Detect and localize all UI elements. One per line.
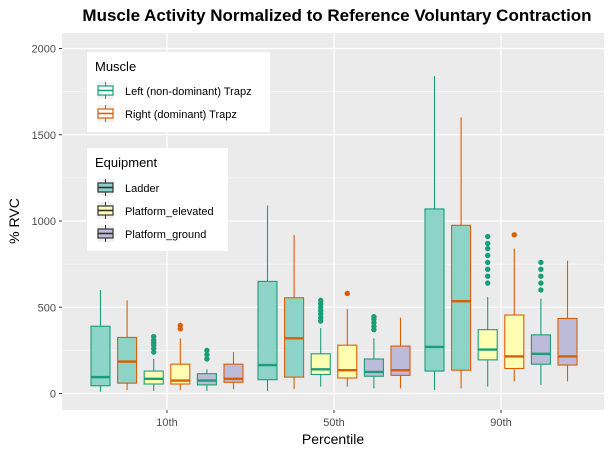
outlier-point — [538, 259, 544, 266]
legend-equipment-label: Platform_elevated — [125, 206, 214, 218]
outlier-point — [538, 266, 544, 272]
outlier-point — [485, 252, 491, 259]
legend-equipment-title: Equipment — [95, 155, 158, 170]
outlier-point — [344, 290, 350, 297]
outlier-point — [485, 266, 491, 272]
box-10th-Platform_elevated-Left — [143, 333, 164, 391]
outlier-point — [538, 273, 544, 279]
outlier-point — [204, 347, 210, 354]
iqr-box — [90, 325, 111, 387]
iqr-box — [170, 363, 191, 385]
box-50th-Platform_ground-Right — [390, 317, 411, 389]
chart-title: Muscle Activity Normalized to Reference … — [82, 6, 591, 25]
iqr-box — [504, 314, 525, 370]
x-tick-label: 90th — [490, 417, 511, 429]
iqr-box — [196, 373, 217, 386]
iqr-box — [530, 334, 551, 365]
box-90th-Platform_elevated-Right — [504, 232, 525, 382]
outlier-point — [371, 314, 377, 320]
outlier-point — [177, 322, 183, 329]
iqr-box — [477, 329, 498, 361]
box-90th-Ladder-Left — [424, 76, 445, 391]
iqr-box — [557, 317, 578, 366]
outlier-point — [204, 351, 210, 358]
legend-muscle-title: Muscle — [95, 59, 136, 74]
box-90th-Ladder-Right — [451, 117, 472, 389]
box-10th-Platform_elevated-Right — [170, 322, 191, 391]
box-10th-Ladder-Left — [90, 290, 111, 392]
legend-muscle-background — [87, 52, 270, 132]
x-axis-title: Percentile — [302, 431, 364, 447]
iqr-box — [257, 280, 278, 381]
box-10th-Platform_ground-Left — [196, 347, 217, 391]
y-tick-label: 1500 — [32, 130, 56, 142]
outlier-point — [485, 280, 491, 286]
legend-muscle: Muscle Left (non-dominant) Trapz Right (do… — [87, 52, 270, 132]
y-tick-label: 500 — [38, 302, 56, 314]
outlier-point — [538, 280, 544, 286]
box-50th-Ladder-Right — [284, 234, 305, 390]
outlier-point — [318, 297, 324, 304]
iqr-box — [310, 353, 331, 376]
iqr-box — [390, 345, 411, 376]
boxes-group — [90, 76, 578, 392]
legend-muscle-label: Right (dominant) Trapz — [125, 109, 237, 121]
outlier-point — [485, 259, 491, 266]
y-tick-label: 1000 — [32, 216, 56, 228]
iqr-box — [363, 358, 384, 377]
box-50th-Platform_elevated-Right — [337, 290, 358, 387]
x-tick-label: 10th — [156, 417, 177, 429]
box-10th-Ladder-Right — [117, 300, 138, 391]
box-10th-Platform_ground-Right — [223, 352, 244, 390]
x-tick-label: 50th — [323, 417, 344, 429]
legend-equipment-label: Platform_ground — [125, 229, 206, 241]
iqr-box — [337, 344, 358, 379]
iqr-box — [117, 336, 138, 384]
iqr-box — [143, 370, 164, 385]
iqr-box — [451, 224, 472, 371]
outlier-point — [485, 240, 491, 247]
y-axis-title: % RVC — [6, 198, 22, 244]
box-90th-Platform_ground-Right — [557, 260, 578, 382]
box-50th-Ladder-Left — [257, 205, 278, 391]
legend-equipment: Equipment Ladder Platform_elevated Platform… — [87, 148, 228, 251]
box-90th-Platform_elevated-Left — [477, 233, 498, 387]
legend-equipment-label: Ladder — [125, 183, 160, 195]
outlier-point — [204, 356, 210, 362]
outlier-point — [485, 273, 491, 279]
y-axis: 0 500 1000 1500 2000 — [32, 44, 62, 401]
box-50th-Platform_ground-Left — [363, 314, 384, 389]
y-tick-label: 0 — [50, 389, 56, 401]
x-axis: 10th 50th 90th — [156, 410, 512, 429]
outlier-point — [538, 287, 544, 293]
outlier-point — [485, 245, 491, 252]
outlier-point — [485, 233, 491, 240]
box-50th-Platform_elevated-Left — [310, 297, 331, 387]
box-90th-Platform_ground-Left — [530, 259, 551, 385]
outlier-point — [511, 232, 517, 238]
iqr-box — [424, 208, 445, 372]
y-tick-label: 2000 — [32, 44, 56, 56]
legend-muscle-label: Left (non-dominant) Trapz — [125, 86, 252, 98]
outlier-point — [151, 333, 157, 340]
